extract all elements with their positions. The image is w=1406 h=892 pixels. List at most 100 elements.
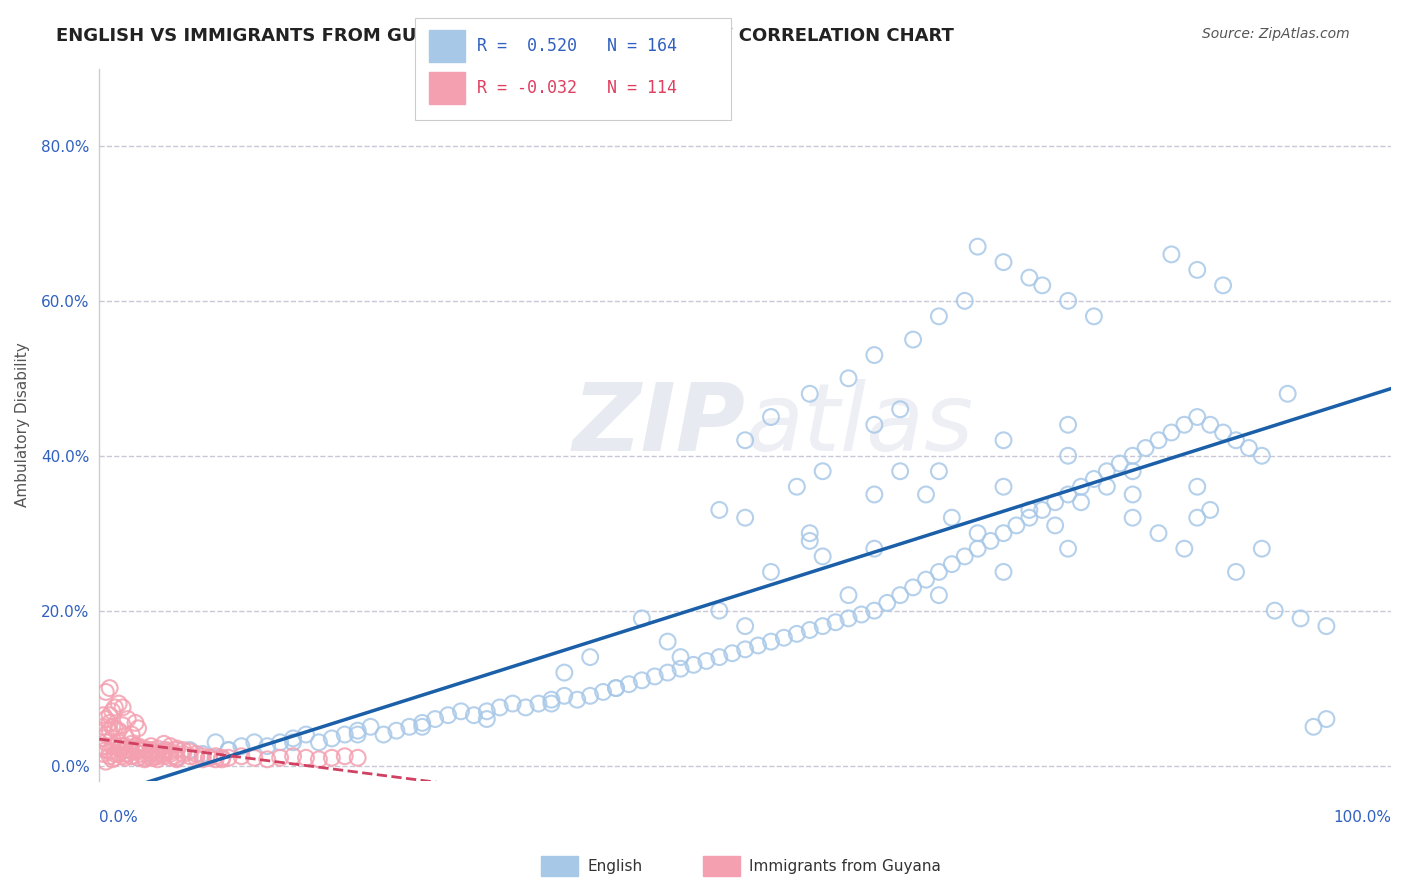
Point [515, 700, 537, 714]
Point [799, 623, 821, 637]
Point [134, 741, 156, 756]
Point [734, 642, 756, 657]
Point [153, 745, 176, 759]
Point [1018, 503, 1040, 517]
Point [94, 712, 117, 726]
Point [709, 650, 731, 665]
Point [155, 743, 177, 757]
Point [139, 747, 162, 761]
Point [166, 741, 188, 756]
Point [411, 715, 433, 730]
Point [928, 464, 950, 478]
Point [127, 739, 149, 753]
Point [211, 752, 233, 766]
Point [101, 739, 124, 753]
Point [321, 751, 343, 765]
Point [104, 751, 127, 765]
Point [1083, 472, 1105, 486]
Point [94, 685, 117, 699]
Point [204, 752, 226, 766]
Point [540, 697, 562, 711]
Point [1070, 495, 1092, 509]
Point [837, 371, 859, 385]
Point [450, 704, 472, 718]
Point [204, 735, 226, 749]
Point [231, 739, 253, 753]
Point [1147, 434, 1170, 448]
Point [98, 708, 121, 723]
Point [734, 510, 756, 524]
Point [231, 749, 253, 764]
Point [1095, 464, 1118, 478]
Point [127, 722, 149, 736]
Point [243, 751, 266, 765]
Point [107, 747, 129, 761]
Point [1277, 386, 1299, 401]
Point [1250, 541, 1272, 556]
Point [333, 749, 356, 764]
Point [107, 697, 129, 711]
Point [966, 541, 988, 556]
Point [269, 751, 291, 765]
Point [385, 723, 408, 738]
Point [346, 727, 368, 741]
Point [121, 749, 143, 764]
Point [851, 607, 873, 622]
Point [425, 712, 447, 726]
Point [799, 386, 821, 401]
Point [1237, 441, 1260, 455]
Point [139, 747, 162, 761]
Point [617, 677, 640, 691]
Point [218, 743, 240, 757]
Point [1225, 565, 1247, 579]
Point [256, 739, 278, 753]
Point [295, 727, 318, 741]
Point [91, 720, 114, 734]
Point [1031, 503, 1053, 517]
Point [134, 752, 156, 766]
Point [333, 727, 356, 741]
Point [1057, 541, 1080, 556]
Point [146, 741, 169, 756]
Point [146, 747, 169, 761]
Point [166, 743, 188, 757]
Point [398, 720, 420, 734]
Point [101, 752, 124, 766]
Point [1057, 417, 1080, 432]
Point [1302, 720, 1324, 734]
Point [281, 749, 304, 764]
Point [91, 747, 114, 761]
Point [630, 673, 652, 688]
Point [159, 751, 181, 765]
Point [373, 727, 395, 741]
Point [91, 708, 114, 723]
Point [1122, 487, 1144, 501]
Point [837, 611, 859, 625]
Point [411, 720, 433, 734]
Point [94, 727, 117, 741]
Point [734, 619, 756, 633]
Point [1315, 712, 1337, 726]
Point [127, 741, 149, 756]
Point [127, 751, 149, 765]
Point [928, 588, 950, 602]
Point [1187, 410, 1209, 425]
Point [98, 715, 121, 730]
Point [159, 747, 181, 761]
Text: R =  0.520   N = 164: R = 0.520 N = 164 [477, 37, 676, 55]
Point [172, 743, 194, 757]
Point [579, 650, 602, 665]
Point [104, 722, 127, 736]
Point [540, 692, 562, 706]
Point [811, 464, 834, 478]
Point [1122, 449, 1144, 463]
Point [463, 708, 485, 723]
Point [166, 751, 188, 765]
Point [139, 743, 162, 757]
Point [179, 745, 201, 759]
Point [579, 689, 602, 703]
Point [953, 293, 976, 308]
Point [111, 700, 134, 714]
Point [709, 503, 731, 517]
Point [1250, 449, 1272, 463]
